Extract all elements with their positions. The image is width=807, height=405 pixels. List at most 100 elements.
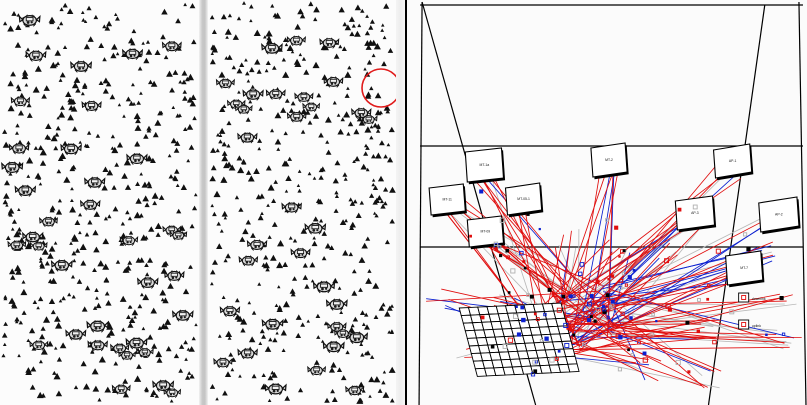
agent-icon[interactable] [219,305,241,317]
agent-icon[interactable] [281,201,302,214]
agent-icon[interactable] [14,184,37,197]
network-node[interactable] [547,287,552,292]
station-s1[interactable]: MT-1a [464,147,506,185]
network-node[interactable] [566,325,571,330]
agent-icon[interactable] [25,49,47,62]
agent-icon[interactable] [234,104,253,115]
station-s2[interactable]: MT-2 [590,142,629,180]
network-node[interactable] [729,309,735,315]
agent-icon[interactable] [319,37,340,49]
network-node[interactable] [667,307,672,312]
network-node[interactable] [561,294,566,299]
network-node[interactable] [539,339,544,343]
grid-cell[interactable] [555,317,568,327]
network-node[interactable] [572,294,576,298]
grid-cell[interactable] [559,332,572,342]
agent-icon[interactable] [325,298,348,311]
network-node[interactable] [781,332,786,336]
network-node[interactable] [607,277,610,281]
agent-icon[interactable] [1,161,24,174]
network-node[interactable] [605,293,610,298]
agent-icon[interactable] [345,385,365,396]
agent-icon[interactable] [84,176,106,189]
network-node[interactable] [507,291,511,294]
network-node[interactable] [507,337,514,343]
network-node[interactable] [685,320,690,325]
agent-icon[interactable] [50,259,73,272]
agent-icon[interactable] [10,95,31,107]
network-node[interactable] [649,332,654,337]
station-s4[interactable]: MT-11 [428,183,467,218]
network-node[interactable] [618,255,621,258]
network-node[interactable] [572,333,576,337]
network-node[interactable] [707,283,711,288]
network-node[interactable] [551,292,557,298]
agent-icon[interactable] [65,328,87,341]
agent-icon[interactable] [18,14,41,27]
station-s7[interactable]: AP-3 [674,195,717,233]
agent-icon[interactable] [22,231,44,244]
agent-icon[interactable] [265,88,286,100]
agent-icon[interactable] [7,240,27,251]
network-node[interactable] [567,286,572,291]
network-node[interactable] [617,367,623,372]
agent-icon[interactable] [126,152,148,165]
network-node[interactable] [515,305,518,309]
agent-icon[interactable] [86,319,109,333]
network-node[interactable] [651,312,655,317]
network-node[interactable] [479,189,484,194]
network-node[interactable] [512,313,519,319]
network-node[interactable] [564,342,570,348]
network-node[interactable] [586,301,592,307]
network-node[interactable] [601,305,606,309]
network-node[interactable] [637,340,641,345]
agent-icon[interactable] [118,350,136,361]
network-node[interactable] [642,357,648,363]
agent-icon[interactable] [163,387,182,398]
network-node[interactable] [520,305,525,310]
network-node[interactable] [556,307,562,313]
agent-icon[interactable] [327,321,347,333]
network-node[interactable] [522,260,526,263]
agent-icon[interactable] [161,40,182,52]
network-node[interactable] [582,342,586,347]
network-node[interactable] [543,312,547,317]
network-node[interactable] [622,249,626,253]
network-node[interactable] [655,319,658,323]
network-node[interactable] [505,248,509,253]
agent-icon[interactable] [215,78,235,89]
network-node[interactable] [595,279,600,284]
network-node[interactable] [692,204,698,210]
network-node[interactable] [494,247,498,251]
network-node[interactable] [665,303,671,310]
agent-icon[interactable] [237,347,258,360]
station-s6[interactable]: MT-09 [466,215,506,250]
agent-icon[interactable] [237,131,258,144]
network-node[interactable] [608,304,613,309]
agent-icon[interactable] [29,241,48,252]
agent-icon[interactable] [246,239,268,251]
agent-icon[interactable] [323,76,344,88]
agent-icon[interactable] [111,383,131,395]
network-node[interactable] [712,339,717,345]
network-node[interactable] [586,318,592,323]
agent-icon[interactable] [60,142,82,156]
network-node[interactable] [502,343,508,349]
network-node[interactable] [526,293,530,297]
network-node[interactable] [697,298,701,302]
agent-icon[interactable] [119,235,139,246]
grid-cell[interactable] [565,355,578,365]
network-node[interactable] [533,312,537,316]
network-node[interactable] [610,299,615,304]
agent-icon[interactable] [213,357,233,369]
network-node[interactable] [480,315,485,320]
network-node[interactable] [630,353,634,357]
grid-cell[interactable] [563,348,576,358]
network-node[interactable] [535,317,540,322]
agent-icon[interactable] [152,379,175,392]
network-node[interactable] [516,332,522,337]
network-node[interactable] [627,348,630,352]
network-node[interactable] [624,283,629,287]
agent-icon[interactable] [322,340,345,354]
network-node[interactable] [506,255,510,260]
